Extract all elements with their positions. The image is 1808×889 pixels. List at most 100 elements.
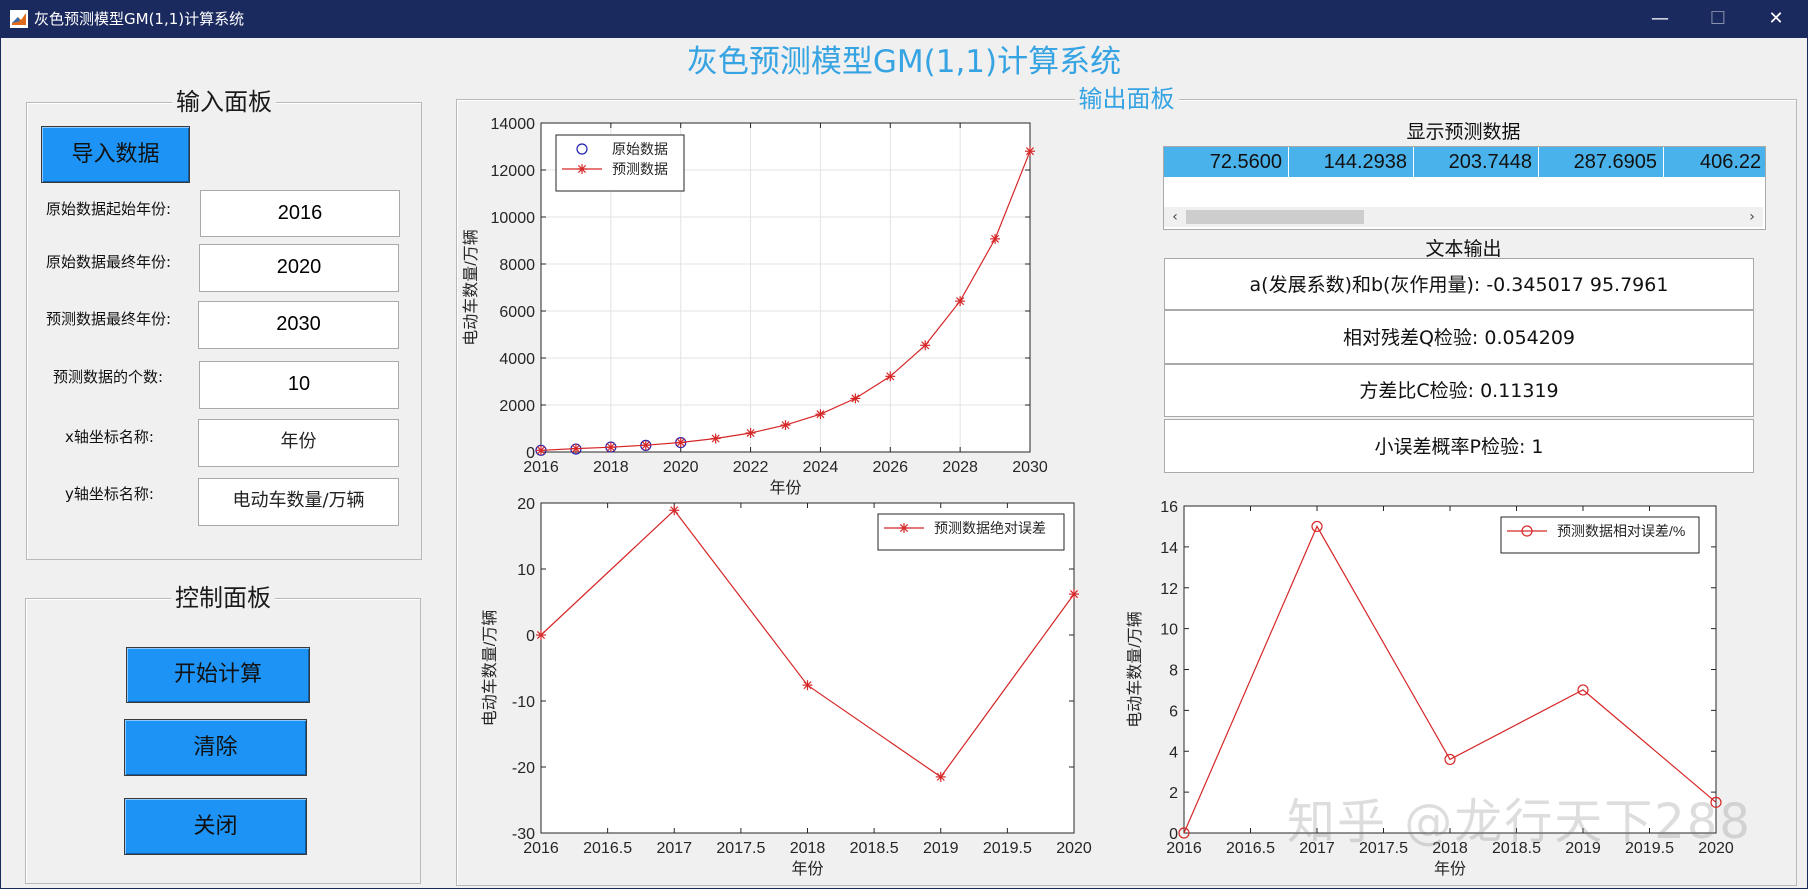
table-cell[interactable]: 203.7448 bbox=[1414, 147, 1539, 177]
y-tick-label: 20 bbox=[517, 496, 535, 513]
y-tick-label: 0 bbox=[526, 445, 535, 462]
y-tick-label: 4 bbox=[1169, 744, 1178, 761]
close-window-button[interactable]: ✕ bbox=[1768, 8, 1784, 29]
y-tick-label: 10 bbox=[1160, 622, 1178, 639]
data-point bbox=[990, 233, 1001, 244]
input-panel: 输入面板 bbox=[26, 88, 422, 560]
x-axis-label: 年份 bbox=[1434, 860, 1466, 878]
start-year-label: 原始数据起始年份: bbox=[46, 200, 172, 218]
x-tick-label: 2026 bbox=[872, 459, 908, 476]
x-tick-label: 2020 bbox=[663, 459, 699, 476]
y-axis-name-label: y轴坐标名称: bbox=[65, 485, 154, 503]
legend-label: 预测数据相对误差/% bbox=[1557, 523, 1685, 539]
table-cell[interactable]: 72.5600 bbox=[1164, 147, 1289, 177]
legend-box bbox=[877, 513, 1065, 551]
x-tick-label: 2018.5 bbox=[850, 840, 899, 857]
prediction-table[interactable]: 72.5600 144.2938 203.7448 287.6905 406.2… bbox=[1163, 146, 1766, 230]
x-tick-label: 2022 bbox=[733, 459, 769, 476]
x-axis-name-input[interactable]: 年份 bbox=[198, 419, 399, 467]
y-axis-label: 电动车数量/万辆 bbox=[462, 229, 480, 345]
data-point bbox=[955, 296, 966, 307]
maximize-button[interactable]: ☐ bbox=[1709, 8, 1727, 29]
data-point bbox=[640, 440, 651, 451]
y-axis-name-input[interactable]: 电动车数量/万辆 bbox=[198, 478, 399, 526]
x-tick-label: 2017 bbox=[656, 840, 692, 857]
y-tick-label: 10000 bbox=[491, 210, 536, 227]
data-point bbox=[920, 340, 931, 351]
end-year-label: 原始数据最终年份: bbox=[46, 253, 172, 271]
legend-label: 原始数据 bbox=[612, 141, 668, 157]
data-point bbox=[802, 680, 813, 691]
x-tick-label: 2018.5 bbox=[1492, 840, 1541, 857]
data-point bbox=[1069, 589, 1079, 600]
legend-box bbox=[555, 134, 685, 192]
y-tick-label: 6000 bbox=[499, 304, 535, 321]
data-point bbox=[850, 393, 861, 404]
data-point bbox=[1025, 146, 1035, 157]
plot-area bbox=[541, 503, 1074, 833]
y-tick-label: 10 bbox=[517, 562, 535, 579]
x-tick-label: 2030 bbox=[1012, 459, 1048, 476]
x-axis-name-label: x轴坐标名称: bbox=[65, 428, 154, 446]
scrollbar-thumb[interactable] bbox=[1186, 210, 1364, 224]
data-point bbox=[570, 443, 581, 454]
relative-error-chart: 2016 2016.5 2017 2017.5 2018 2018.5 2019 2019.5… bbox=[1126, 499, 1734, 878]
x-tick-label: 2020 bbox=[1698, 840, 1734, 857]
c-test-box: 方差比C检验: 0.11319 bbox=[1164, 364, 1754, 417]
text-output-label: 文本输出 bbox=[1425, 238, 1502, 260]
x-tick-label: 2016 bbox=[523, 840, 559, 857]
x-tick-label: 2019 bbox=[1565, 840, 1601, 857]
series-markers bbox=[536, 146, 1035, 456]
scroll-right-icon[interactable]: › bbox=[1749, 209, 1755, 225]
data-point bbox=[536, 630, 546, 640]
x-tick-label: 2016.5 bbox=[583, 840, 632, 857]
minimize-button[interactable]: — bbox=[1651, 8, 1669, 29]
horizontal-scrollbar[interactable]: ‹ › bbox=[1164, 207, 1763, 227]
data-point bbox=[1521, 525, 1533, 537]
window-titlebar: 灰色预测模型GM(1,1)计算系统 — ☐ ✕ bbox=[0, 0, 1808, 38]
control-panel-title: 控制面板 bbox=[26, 584, 420, 612]
x-tick-label: 2018 bbox=[593, 459, 629, 476]
table-cell[interactable]: 287.6905 bbox=[1539, 147, 1664, 177]
series-line bbox=[1183, 525, 1717, 834]
data-point bbox=[1444, 753, 1456, 766]
table-cell[interactable]: 144.2938 bbox=[1289, 147, 1414, 177]
table-cell[interactable]: 406.22 bbox=[1664, 147, 1765, 177]
absolute-error-chart: 2016 2016.5 2017 2017.5 2018 2018.5 2019 2019.5… bbox=[481, 496, 1092, 878]
y-tick-label: -20 bbox=[512, 760, 535, 777]
close-button[interactable]: 关闭 bbox=[124, 798, 307, 855]
control-panel: 控制面板 bbox=[25, 584, 421, 884]
data-point bbox=[899, 523, 909, 533]
q-test-text: 相对残差Q检验: 0.054209 bbox=[1342, 327, 1576, 349]
data-point bbox=[780, 420, 791, 431]
data-point bbox=[605, 442, 616, 453]
data-point bbox=[576, 143, 588, 155]
end-year-input[interactable]: 2020 bbox=[199, 244, 399, 292]
y-tick-label: 14 bbox=[1160, 540, 1178, 557]
y-axis-label: 电动车数量/万辆 bbox=[1126, 611, 1144, 727]
start-calculation-button[interactable]: 开始计算 bbox=[126, 647, 310, 703]
prediction-data-label: 显示预测数据 bbox=[1406, 121, 1521, 143]
matlab-icon bbox=[10, 10, 28, 28]
y-tick-label: 4000 bbox=[499, 351, 535, 368]
ab-result-text: a(发展系数)和b(灰作用量): -0.345017 95.7961 bbox=[1249, 274, 1669, 296]
x-tick-label: 2016 bbox=[523, 459, 559, 476]
data-point bbox=[577, 164, 587, 174]
p-test-box: 小误差概率P检验: 1 bbox=[1164, 419, 1754, 473]
forecast-end-year-input[interactable]: 2030 bbox=[198, 301, 399, 349]
y-tick-label: 14000 bbox=[491, 116, 536, 133]
data-point bbox=[710, 433, 721, 444]
forecast-end-year-label: 预测数据最终年份: bbox=[46, 310, 172, 328]
output-panel-title: 输出面板 bbox=[457, 85, 1796, 113]
watermark: 知乎 @龙行天下288 bbox=[1287, 794, 1752, 850]
start-year-input[interactable]: 2016 bbox=[200, 190, 400, 237]
import-data-button[interactable]: 导入数据 bbox=[41, 126, 190, 183]
forecast-count-input[interactable]: 10 bbox=[199, 361, 399, 409]
output-panel: 输出面板 bbox=[456, 85, 1797, 886]
x-axis-label: 年份 bbox=[769, 479, 801, 497]
scroll-left-icon[interactable]: ‹ bbox=[1172, 209, 1178, 225]
ab-result-box: a(发展系数)和b(灰作用量): -0.345017 95.7961 bbox=[1164, 258, 1754, 310]
input-panel-title: 输入面板 bbox=[27, 88, 421, 116]
y-tick-label: 8 bbox=[1169, 663, 1178, 680]
clear-button[interactable]: 清除 bbox=[124, 719, 307, 776]
